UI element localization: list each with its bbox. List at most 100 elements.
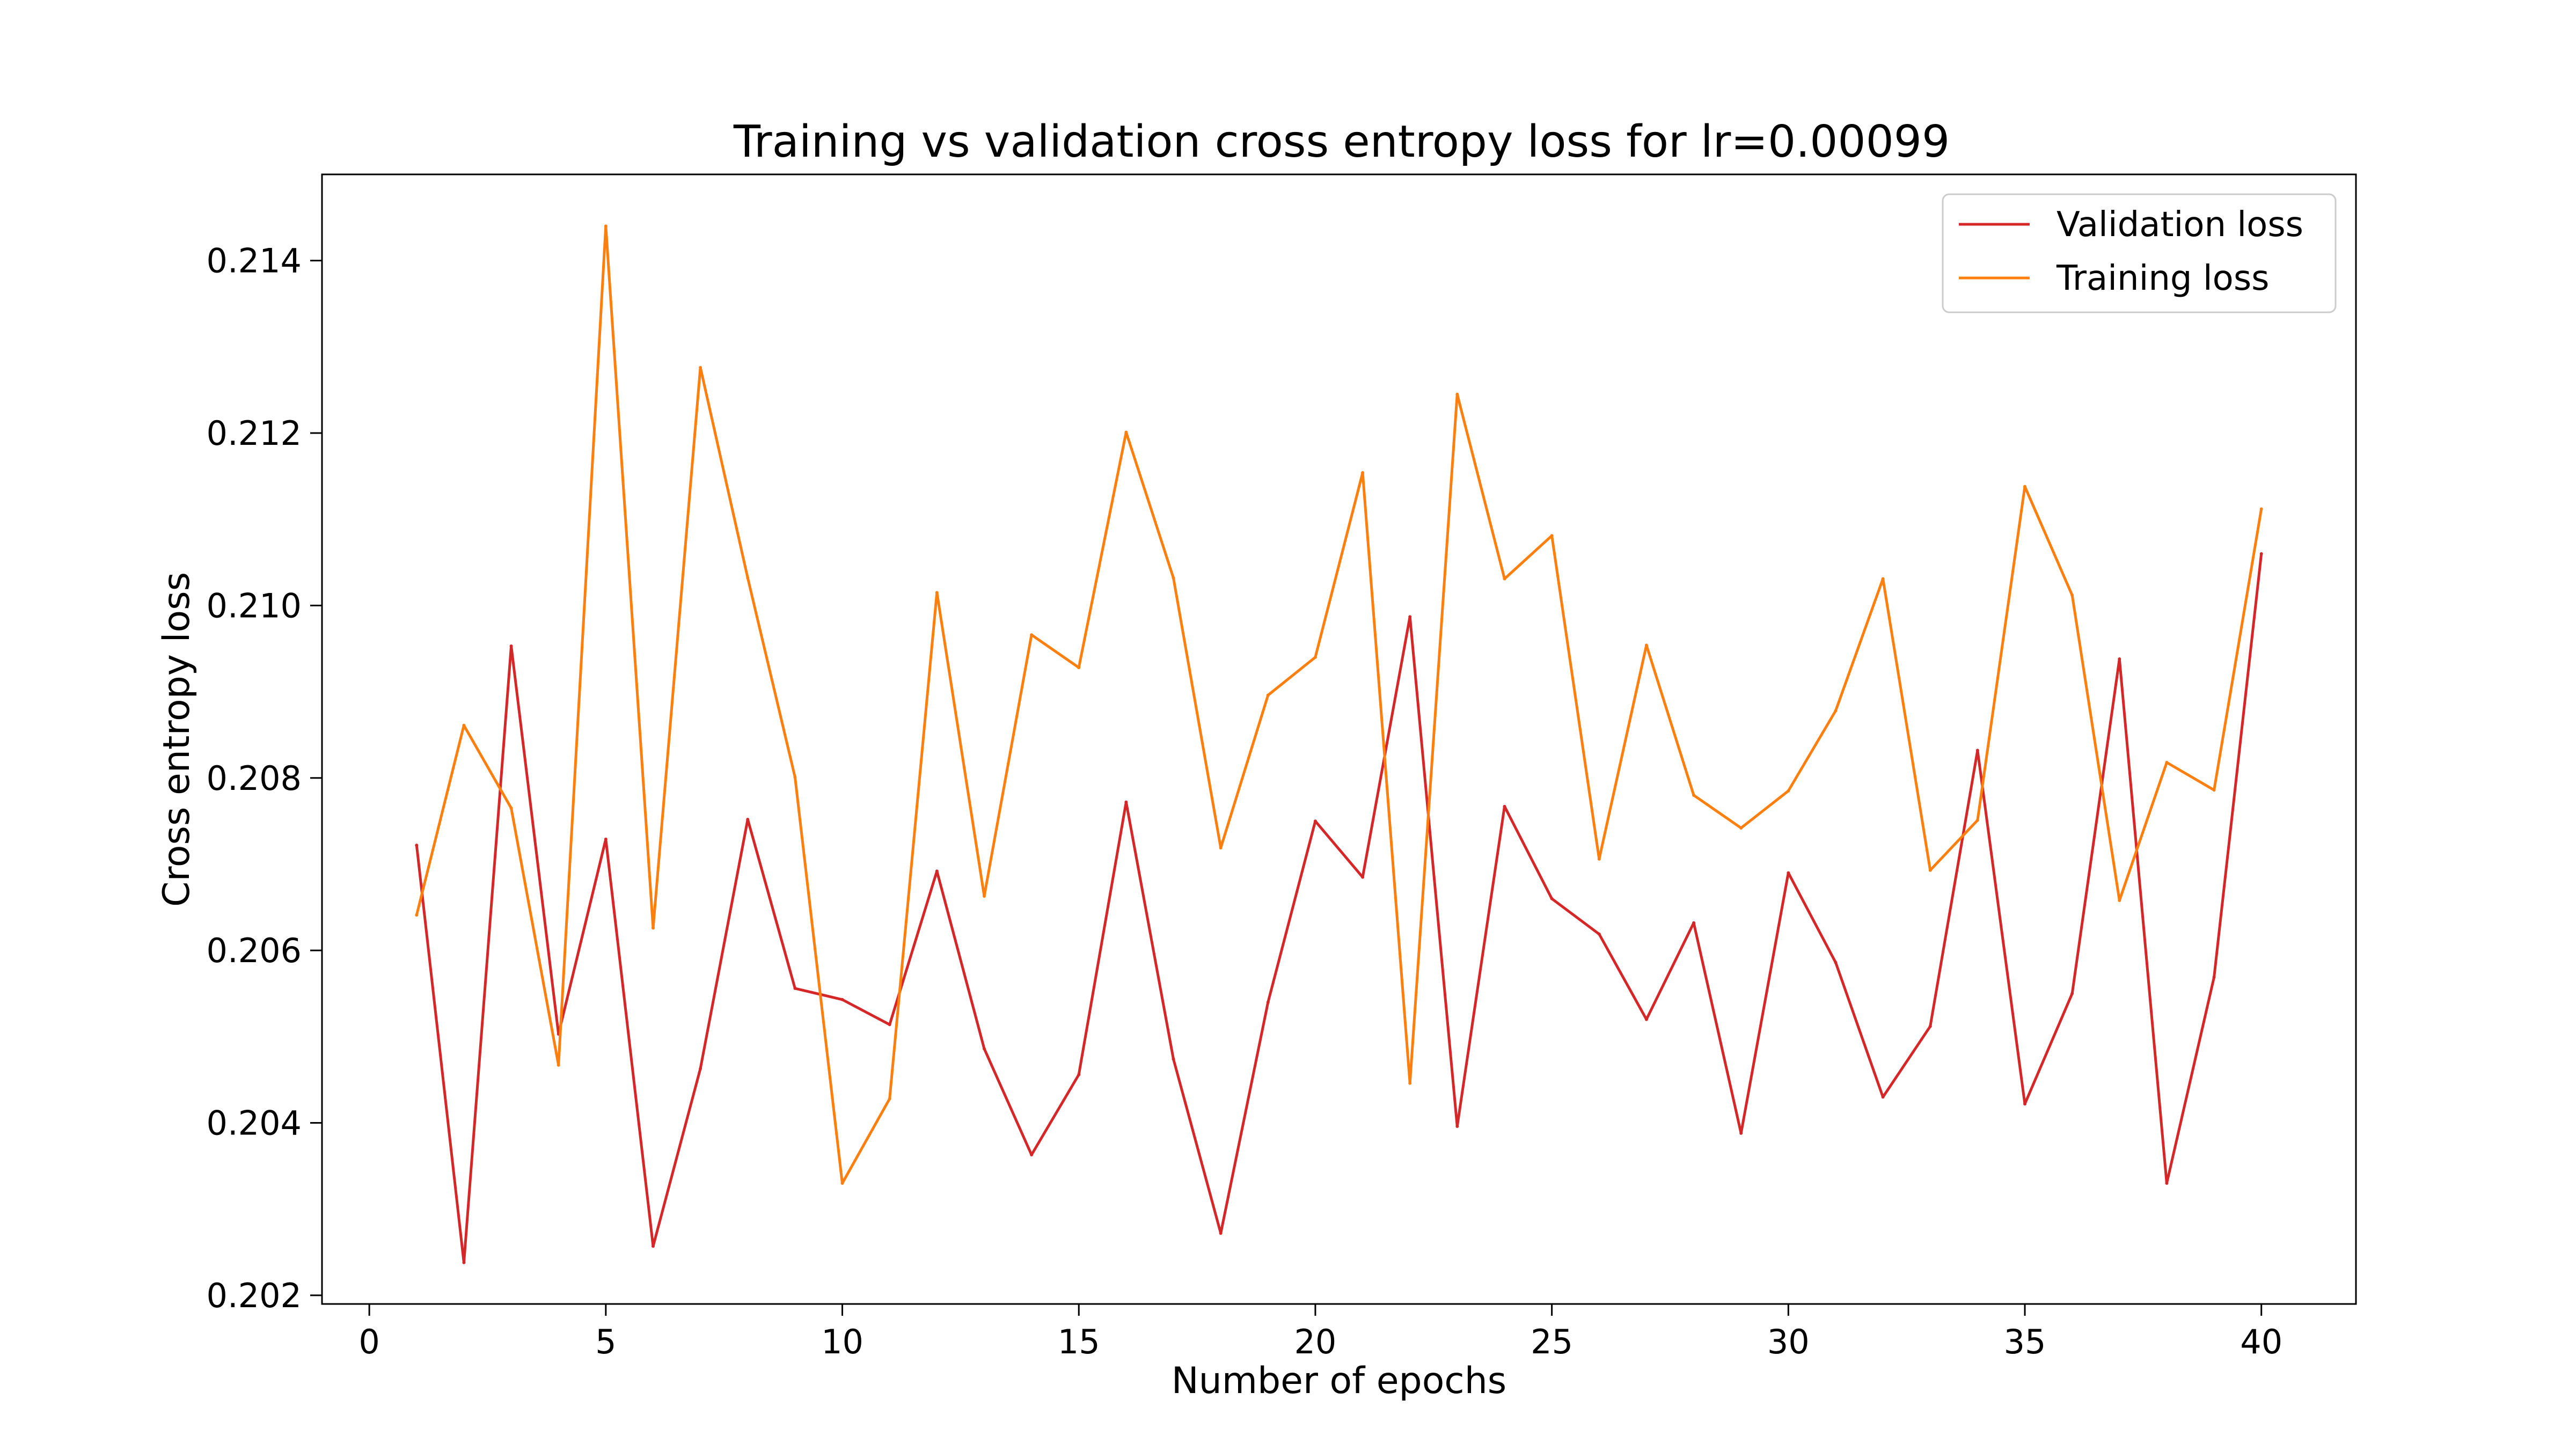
data-point-training-loss <box>699 365 702 369</box>
data-point-validation-loss <box>1692 921 1696 925</box>
y-axis-label: Cross entropy loss <box>156 572 198 907</box>
data-point-validation-loss <box>935 869 939 873</box>
data-point-validation-loss <box>2259 552 2263 556</box>
data-point-validation-loss <box>1787 871 1790 875</box>
data-point-training-loss <box>746 576 750 580</box>
y-axis-ticks: 0.202 0.204 0.206 0.208 0.210 0.212 0.214 <box>207 241 322 1315</box>
data-point-validation-loss <box>1455 1124 1459 1128</box>
data-point-validation-loss <box>1739 1131 1743 1135</box>
data-point-training-loss <box>557 1063 560 1067</box>
data-point-validation-loss <box>1644 1017 1648 1021</box>
data-point-validation-loss <box>1975 749 1979 752</box>
y-tick-label: 0.208 <box>207 759 302 798</box>
data-point-training-loss <box>1503 577 1506 581</box>
data-point-training-loss <box>1644 643 1648 647</box>
data-point-training-loss <box>2259 507 2263 511</box>
legend: Validation loss Training loss <box>1942 193 2337 313</box>
data-point-training-loss <box>1266 693 1270 697</box>
data-point-validation-loss <box>1361 875 1365 879</box>
data-point-training-loss <box>1739 826 1743 830</box>
data-point-training-loss <box>840 1182 844 1185</box>
data-point-training-loss <box>1550 534 1554 538</box>
data-point-validation-loss <box>1219 1232 1223 1235</box>
x-tick-label: 10 <box>821 1322 863 1361</box>
data-point-validation-loss <box>604 837 608 841</box>
data-point-training-loss <box>1219 846 1223 849</box>
data-point-training-loss <box>1787 789 1790 793</box>
data-point-training-loss <box>651 926 655 930</box>
data-point-validation-loss <box>2212 975 2216 979</box>
data-point-validation-loss <box>1550 897 1554 900</box>
data-point-validation-loss <box>415 844 419 847</box>
data-point-training-loss <box>1361 471 1365 474</box>
data-point-training-loss <box>1692 793 1696 797</box>
data-point-training-loss <box>935 591 939 595</box>
x-tick-label: 0 <box>358 1322 379 1361</box>
data-point-training-loss <box>1313 655 1317 659</box>
data-point-validation-loss <box>1408 615 1412 619</box>
y-tick-label: 0.204 <box>207 1104 302 1143</box>
data-point-training-loss <box>1172 576 1175 580</box>
legend-box <box>1942 193 2337 313</box>
data-point-training-loss <box>2070 593 2074 597</box>
data-point-validation-loss <box>1881 1095 1885 1099</box>
data-point-training-loss <box>1455 392 1459 396</box>
y-tick-label: 0.212 <box>207 414 302 453</box>
data-point-training-loss <box>793 775 797 779</box>
data-point-training-loss <box>2118 898 2121 902</box>
y-tick-label: 0.202 <box>207 1276 302 1315</box>
data-point-validation-loss <box>1503 804 1506 808</box>
y-tick-label: 0.210 <box>207 586 302 625</box>
legend-label-training-loss: Training loss <box>2056 259 2270 298</box>
series-line-validation-loss <box>415 553 2263 1264</box>
data-point-training-loss <box>1975 818 1979 822</box>
data-point-validation-loss <box>1834 961 1838 964</box>
x-tick-label: 15 <box>1058 1322 1100 1361</box>
data-point-training-loss <box>1124 430 1128 434</box>
data-point-training-loss <box>1408 1081 1412 1085</box>
data-point-validation-loss <box>982 1047 986 1051</box>
data-point-training-loss <box>2212 788 2216 792</box>
data-point-validation-loss <box>509 644 513 648</box>
data-point-validation-loss <box>888 1023 891 1027</box>
data-point-validation-loss <box>2165 1182 2169 1185</box>
data-point-training-loss <box>415 913 419 917</box>
x-tick-label: 30 <box>1767 1322 1810 1361</box>
x-axis-label: Number of epochs <box>1172 1360 1506 1402</box>
data-point-training-loss <box>1597 857 1601 861</box>
data-point-validation-loss <box>2118 657 2121 661</box>
data-point-validation-loss <box>793 986 797 990</box>
data-point-training-loss <box>509 807 513 810</box>
data-point-validation-loss <box>2023 1102 2027 1106</box>
data-point-validation-loss <box>1030 1153 1034 1157</box>
data-point-validation-loss <box>1928 1024 1932 1028</box>
data-point-validation-loss <box>699 1067 702 1071</box>
data-point-training-loss <box>1881 577 1885 581</box>
data-point-validation-loss <box>1266 1000 1270 1004</box>
data-point-training-loss <box>1077 666 1081 670</box>
data-point-training-loss <box>982 894 986 898</box>
series-layer <box>415 224 2263 1264</box>
data-point-validation-loss <box>840 998 844 1001</box>
data-point-validation-loss <box>1124 800 1128 804</box>
chart-title: Training vs validation cross entropy los… <box>733 116 1950 167</box>
series-line-training-loss <box>415 224 2263 1185</box>
data-point-validation-loss <box>1313 819 1317 823</box>
y-tick-label: 0.214 <box>207 241 302 281</box>
data-point-training-loss <box>1030 633 1034 637</box>
y-tick-label: 0.206 <box>207 931 302 970</box>
data-point-training-loss <box>604 224 608 228</box>
data-point-validation-loss <box>746 817 750 821</box>
data-point-training-loss <box>1834 709 1838 713</box>
data-point-validation-loss <box>2070 992 2074 995</box>
data-point-training-loss <box>462 723 466 727</box>
legend-label-validation-loss: Validation loss <box>2057 205 2303 245</box>
data-point-training-loss <box>888 1097 891 1101</box>
x-tick-label: 25 <box>1531 1322 1573 1361</box>
data-point-validation-loss <box>1172 1057 1175 1061</box>
x-tick-label: 20 <box>1294 1322 1336 1361</box>
x-tick-label: 35 <box>2004 1322 2046 1361</box>
data-point-validation-loss <box>1077 1073 1081 1076</box>
